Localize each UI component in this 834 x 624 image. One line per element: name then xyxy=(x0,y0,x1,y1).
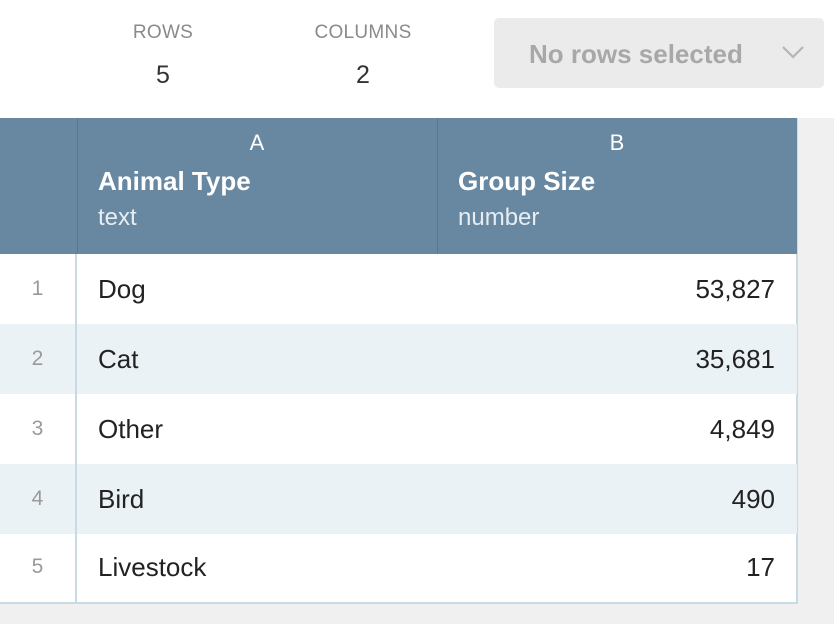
row-index: 1 xyxy=(0,254,77,324)
group-size-cell[interactable]: 35,681 xyxy=(695,344,775,374)
column-header-a[interactable]: A Animal Type text xyxy=(77,118,438,254)
summary-bar: ROWS 5 COLUMNS 2 No rows selected xyxy=(0,0,834,118)
data-grid: A Animal Type text B Group Size number 1… xyxy=(0,118,798,604)
animal-type-cell[interactable]: Cat xyxy=(98,344,139,374)
row-index: 3 xyxy=(0,394,77,464)
table-row[interactable]: 2 Cat 35,681 xyxy=(0,324,797,394)
group-size-cell[interactable]: 4,849 xyxy=(709,414,775,444)
columns-count-stat: COLUMNS 2 xyxy=(298,22,428,90)
group-size-cell[interactable]: 17 xyxy=(746,552,775,582)
column-header-b[interactable]: B Group Size number xyxy=(437,118,797,254)
column-name: Animal Type xyxy=(98,166,251,196)
column-type: text xyxy=(98,204,137,231)
chevron-down-icon xyxy=(782,46,804,59)
animal-type-cell[interactable]: Dog xyxy=(98,274,146,304)
row-selection-label: No rows selected xyxy=(529,39,743,69)
row-index: 4 xyxy=(0,464,77,534)
column-type: number xyxy=(458,204,540,231)
column-letter: A xyxy=(249,130,265,155)
rows-value: 5 xyxy=(156,61,170,89)
table-row[interactable]: 3 Other 4,849 xyxy=(0,394,797,464)
table-row[interactable]: 5 Livestock 17 xyxy=(0,534,797,602)
rows-label: ROWS xyxy=(132,22,194,43)
animal-type-cell[interactable]: Livestock xyxy=(98,552,207,582)
animal-type-cell[interactable]: Other xyxy=(98,414,164,444)
column-letter: B xyxy=(609,130,625,155)
group-size-cell[interactable]: 490 xyxy=(731,484,775,514)
columns-value: 2 xyxy=(356,61,370,89)
table-row[interactable]: 1 Dog 53,827 xyxy=(0,254,797,324)
animal-type-cell[interactable]: Bird xyxy=(98,484,145,514)
column-name: Group Size xyxy=(458,166,596,196)
columns-label: COLUMNS xyxy=(314,22,412,43)
row-index: 5 xyxy=(0,534,77,602)
header-index-cell xyxy=(0,118,78,254)
row-index: 2 xyxy=(0,324,77,394)
group-size-cell[interactable]: 53,827 xyxy=(695,274,775,304)
grid-header: A Animal Type text B Group Size number xyxy=(0,118,797,254)
row-selection-dropdown[interactable]: No rows selected xyxy=(494,18,824,88)
table-row[interactable]: 4 Bird 490 xyxy=(0,464,797,534)
rows-count-stat: ROWS 5 xyxy=(113,22,213,90)
